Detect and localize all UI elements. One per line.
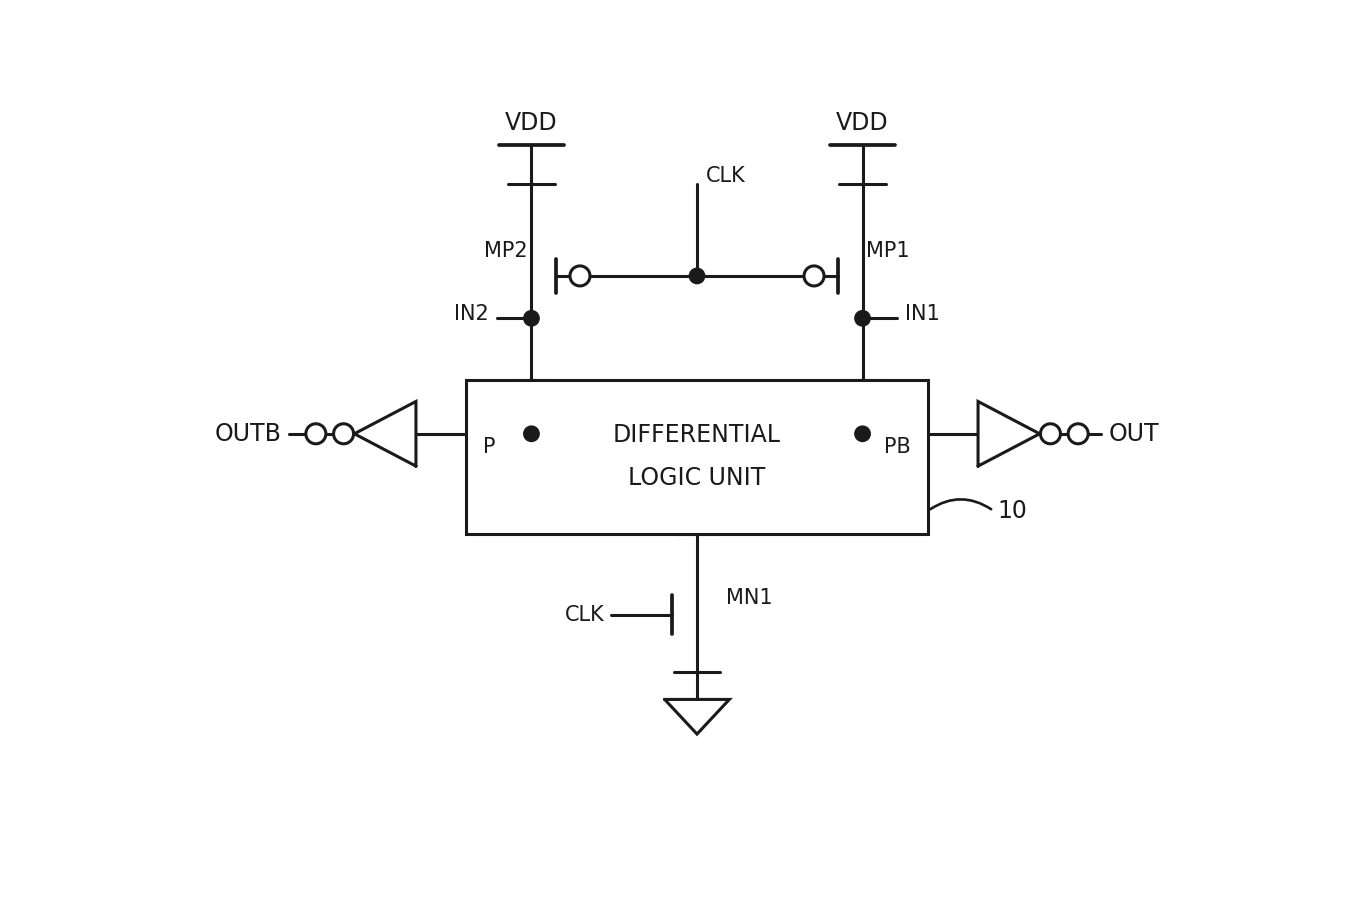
Bar bbox=[466, 380, 928, 534]
Circle shape bbox=[570, 266, 590, 286]
Text: MN1: MN1 bbox=[726, 588, 772, 608]
Circle shape bbox=[804, 266, 824, 286]
Circle shape bbox=[1040, 424, 1061, 444]
Text: MP2: MP2 bbox=[484, 241, 528, 261]
Text: OUTB: OUTB bbox=[215, 422, 282, 445]
Circle shape bbox=[306, 424, 326, 444]
Text: 10: 10 bbox=[997, 499, 1027, 522]
Circle shape bbox=[524, 310, 539, 326]
Text: P: P bbox=[483, 437, 495, 457]
Circle shape bbox=[690, 268, 704, 284]
Text: DIFFERENTIAL: DIFFERENTIAL bbox=[613, 424, 781, 447]
Circle shape bbox=[855, 426, 870, 442]
Text: OUT: OUT bbox=[1108, 422, 1160, 445]
Text: VDD: VDD bbox=[505, 112, 558, 135]
Circle shape bbox=[855, 310, 870, 326]
Text: PB: PB bbox=[884, 437, 911, 457]
Text: LOGIC UNIT: LOGIC UNIT bbox=[628, 466, 766, 491]
Text: IN1: IN1 bbox=[904, 305, 940, 325]
Text: MP1: MP1 bbox=[866, 241, 910, 261]
Text: CLK: CLK bbox=[564, 605, 605, 625]
Circle shape bbox=[333, 424, 354, 444]
Circle shape bbox=[524, 426, 539, 442]
Text: CLK: CLK bbox=[706, 166, 747, 186]
Text: IN2: IN2 bbox=[454, 305, 490, 325]
Circle shape bbox=[1068, 424, 1088, 444]
Text: VDD: VDD bbox=[836, 112, 889, 135]
